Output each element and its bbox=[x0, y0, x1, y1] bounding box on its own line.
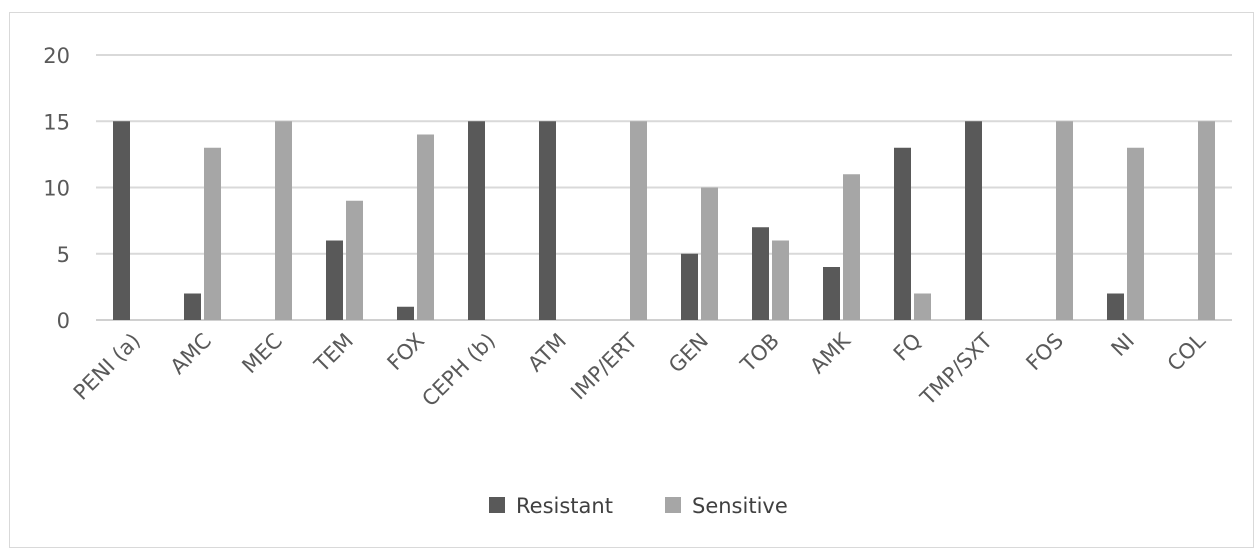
x-tick-label: ATM bbox=[523, 329, 571, 377]
x-tick-label: PENI (a) bbox=[69, 329, 145, 405]
bar-sensitive-3 bbox=[346, 200, 363, 320]
y-tick-label: 20 bbox=[43, 44, 70, 68]
bar-sensitive-7 bbox=[630, 121, 647, 320]
bar-sensitive-13 bbox=[1056, 121, 1073, 320]
x-tick-label: MEC bbox=[237, 329, 287, 379]
x-tick-label: FQ bbox=[889, 329, 926, 366]
legend-label-resistant: Resistant bbox=[516, 494, 613, 518]
x-tick-label: IMP/ERT bbox=[566, 328, 642, 404]
bar-resistant-12 bbox=[965, 121, 982, 320]
bar-resistant-8 bbox=[681, 253, 698, 320]
bar-sensitive-1 bbox=[204, 147, 221, 320]
bar-resistant-6 bbox=[539, 121, 556, 320]
legend: Resistant Sensitive bbox=[489, 494, 788, 518]
bar-resistant-14 bbox=[1107, 293, 1124, 320]
x-tick-label: FOX bbox=[383, 329, 429, 375]
y-axis-ticks: 0 5 10 15 20 bbox=[43, 44, 70, 333]
bar-sensitive-8 bbox=[701, 187, 718, 320]
x-tick-label: FOS bbox=[1021, 329, 1068, 376]
x-tick-label: TMP/SXT bbox=[915, 328, 997, 410]
x-tick-label: COL bbox=[1163, 328, 1211, 376]
bar-resistant-10 bbox=[823, 267, 840, 320]
bar-resistant-5 bbox=[468, 121, 485, 320]
bar-sensitive-10 bbox=[843, 174, 860, 320]
legend-label-sensitive: Sensitive bbox=[692, 494, 788, 518]
bar-resistant-11 bbox=[894, 147, 911, 320]
x-tick-label: TOB bbox=[735, 329, 784, 378]
bar-sensitive-15 bbox=[1198, 121, 1215, 320]
bar-resistant-0 bbox=[113, 121, 130, 320]
bar-sensitive-4 bbox=[417, 134, 434, 320]
x-tick-label: AMC bbox=[166, 329, 216, 379]
bar-resistant-9 bbox=[752, 227, 769, 320]
bar-resistant-3 bbox=[326, 240, 343, 320]
bar-sensitive-14 bbox=[1127, 147, 1144, 320]
y-tick-label: 0 bbox=[57, 309, 70, 333]
y-tick-label: 15 bbox=[43, 110, 70, 134]
legend-swatch-resistant bbox=[489, 497, 505, 513]
bars bbox=[113, 121, 1215, 320]
x-tick-label: CEPH (b) bbox=[417, 329, 500, 412]
x-tick-label: TEM bbox=[309, 329, 358, 378]
bar-sensitive-9 bbox=[772, 240, 789, 320]
bar-sensitive-2 bbox=[275, 121, 292, 320]
bar-resistant-1 bbox=[184, 293, 201, 320]
bar-resistant-4 bbox=[397, 306, 414, 320]
x-tick-label: NI bbox=[1107, 329, 1139, 361]
x-tick-label: AMK bbox=[805, 328, 856, 379]
legend-swatch-sensitive bbox=[665, 497, 681, 513]
y-tick-label: 10 bbox=[43, 177, 70, 201]
x-tick-label: GEN bbox=[664, 329, 713, 378]
y-tick-label: 5 bbox=[57, 243, 70, 267]
bar-sensitive-11 bbox=[914, 293, 931, 320]
